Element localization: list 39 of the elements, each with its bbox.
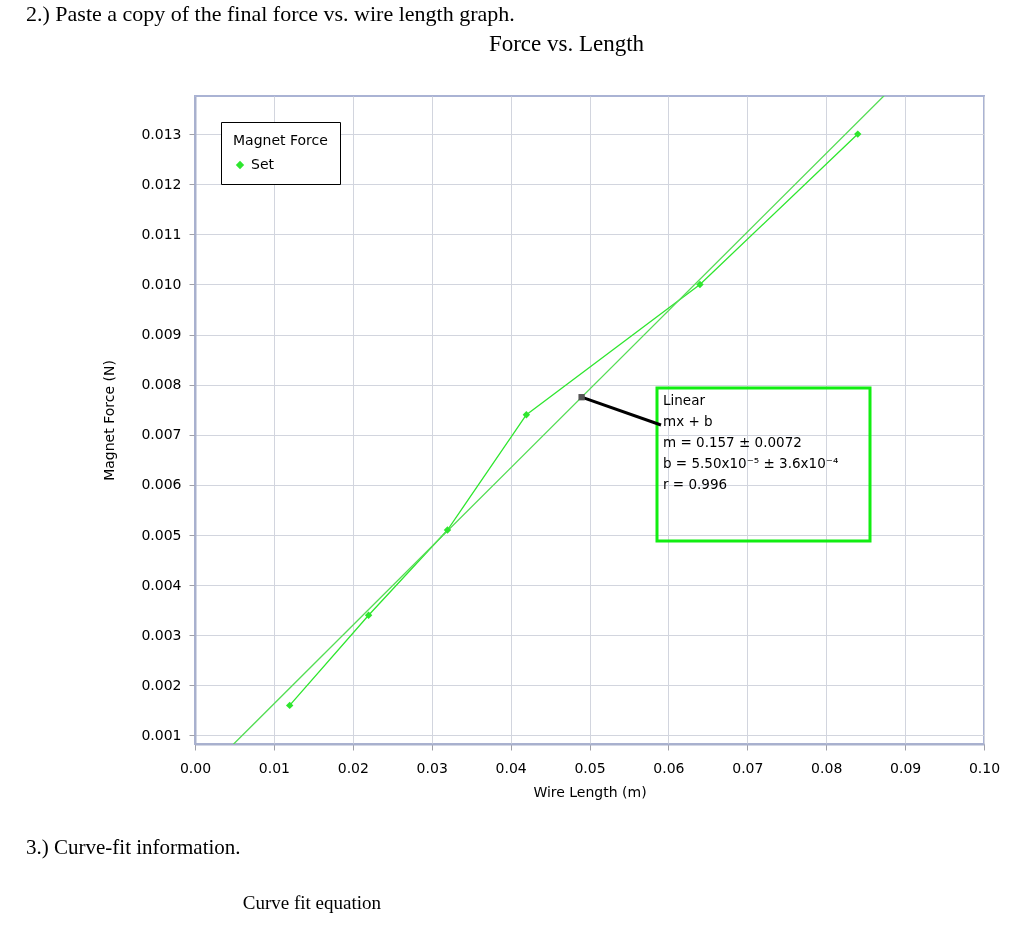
chart-title: Force vs. Length [488,31,645,56]
point [522,411,531,419]
x-tick-label: 0.06 [653,759,685,776]
x-tick-label: 0.03 [416,759,448,776]
y-tick-label: 0.001 [141,726,182,743]
y-tick-label: 0.013 [141,125,182,142]
x-axis-title: Wire Length (m) [533,783,647,800]
y-tick-label: 0.012 [141,175,182,192]
y-tick-label: 0.004 [141,576,182,593]
y-tick-label: 0.003 [141,626,182,643]
y-tick-label: 0.007 [141,426,182,443]
y-tick-label: 0.009 [141,326,182,343]
point [364,611,373,619]
y-tick-label: 0.010 [141,275,182,292]
legend-label: Set [251,156,275,172]
y-tick-label: 0.006 [141,476,182,493]
x-tick-label: 0.00 [179,759,212,776]
x-tick-label: 0.01 [258,759,290,776]
point [285,701,294,710]
legend-title: Magnet Force [233,132,328,148]
x-tick-label: 0.05 [574,759,606,776]
point [696,280,704,289]
x-tick-label: 0.07 [732,759,764,776]
y-tick-label: 0.002 [141,676,182,693]
point [443,526,452,534]
y-tick-label: 0.008 [141,376,182,393]
y-tick-label: 0.005 [141,526,182,543]
x-tick-label: 0.04 [495,759,527,776]
y-tick-label: 0.011 [141,225,182,242]
text: Curve fit equation [242,892,382,913]
point [854,130,862,138]
x-tick-label: 0.08 [811,759,843,776]
text: 3.) Curve-fit information. [26,835,241,859]
x-tick-label: 0.02 [337,759,369,776]
x-tick-label: 0.10 [968,759,1001,776]
y-axis-title: Magnet Force (N) [101,360,118,481]
text: 2.) Paste a copy of the final force vs. wire length graph. [26,1,515,26]
annotation: Linear mx + b m = 0.157 ± 0.0072 b = 5.50x10⁻⁵ ± 3.6x10⁻⁴ r = 0.996 [663,392,839,492]
x-tick-label: 0.09 [890,759,922,776]
